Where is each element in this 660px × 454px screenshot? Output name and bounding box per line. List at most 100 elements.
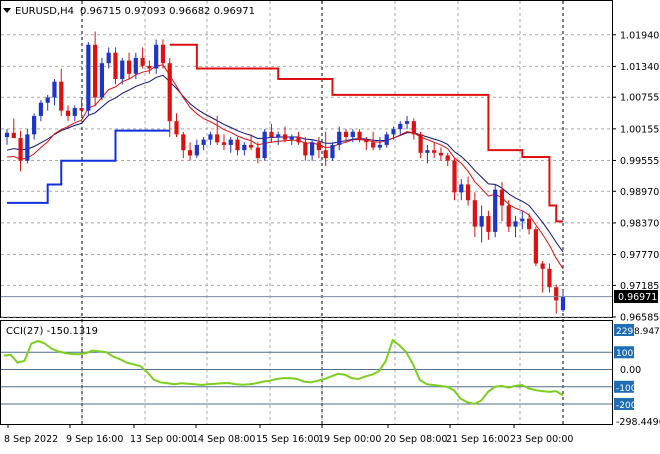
candle xyxy=(465,176,471,206)
time-tick-label: 9 Sep 16:00 xyxy=(66,434,123,445)
grid-layer xyxy=(1,1,612,424)
candle-body xyxy=(72,108,77,116)
candle xyxy=(459,179,464,201)
candle xyxy=(255,142,260,164)
price-tick-label: 1.01940 xyxy=(620,30,659,41)
candle-body xyxy=(282,134,288,140)
candle-body xyxy=(167,63,172,122)
candle xyxy=(194,139,199,159)
candle xyxy=(201,137,206,151)
candle xyxy=(560,290,566,312)
candle xyxy=(493,184,498,238)
candle xyxy=(377,137,383,151)
candle-body xyxy=(194,144,199,156)
candle-body xyxy=(18,138,23,161)
candle xyxy=(371,131,376,151)
candle-body xyxy=(418,134,423,153)
time-tick-label: 13 Sep 00:00 xyxy=(130,434,193,445)
candle-body xyxy=(472,200,477,227)
candle xyxy=(86,42,91,116)
candle xyxy=(147,60,152,74)
candle-body xyxy=(276,134,281,138)
candle xyxy=(452,158,457,201)
candle-body xyxy=(391,129,396,135)
candle xyxy=(52,79,57,106)
candle xyxy=(404,115,410,130)
cci-level-badge-label: -100 xyxy=(616,384,637,394)
candle-body xyxy=(215,134,220,143)
candle xyxy=(289,134,294,145)
candle-body xyxy=(133,57,138,74)
candle-body xyxy=(174,121,179,135)
candle-body xyxy=(242,144,247,151)
candle xyxy=(330,142,335,161)
candle-body xyxy=(147,65,152,69)
price-panel-frame xyxy=(0,0,613,318)
candle xyxy=(316,137,322,159)
candle xyxy=(187,142,193,161)
candle xyxy=(398,121,403,135)
candle xyxy=(520,210,525,230)
candle-body xyxy=(411,121,416,135)
candle-body xyxy=(303,142,308,156)
candle-body xyxy=(547,268,552,288)
candle-body xyxy=(398,123,403,130)
candle xyxy=(32,113,37,140)
candle xyxy=(25,129,30,164)
candle-body xyxy=(533,229,538,264)
candle xyxy=(310,139,315,161)
candle xyxy=(554,284,559,314)
cci-title: CCI(27) -150.1319 xyxy=(6,326,98,337)
candle-body xyxy=(106,52,111,64)
candle xyxy=(160,39,166,69)
candle-body xyxy=(310,142,315,156)
candle xyxy=(337,126,342,151)
candle xyxy=(269,123,274,143)
cci-level-badge-label: 229 xyxy=(616,327,633,337)
candle-body xyxy=(248,144,254,148)
candle xyxy=(4,129,10,145)
cci-max-label: 8.9476 xyxy=(634,327,660,337)
price-tick-label: 0.96585 xyxy=(620,313,659,324)
candle xyxy=(242,142,247,156)
price-tick-label: 1.00755 xyxy=(620,93,659,104)
candle-body xyxy=(350,131,355,138)
candle-body xyxy=(140,57,145,66)
candle-body xyxy=(208,134,213,140)
candle-body xyxy=(459,184,464,193)
candle xyxy=(93,31,98,106)
dropdown-arrow-icon[interactable] xyxy=(3,8,11,13)
cci-level-badge xyxy=(614,346,634,359)
candle xyxy=(438,147,444,161)
candle xyxy=(120,57,125,85)
price-tick-label: 0.98970 xyxy=(620,187,659,198)
candle-body xyxy=(160,44,166,64)
candle-body xyxy=(425,150,430,153)
price-tick-label: 0.99555 xyxy=(620,156,659,167)
candle xyxy=(472,192,477,238)
candle xyxy=(208,131,213,145)
price-tick-label: 1.00155 xyxy=(620,124,659,135)
candle-body xyxy=(296,137,301,143)
symbol-label: EURUSD,H4 xyxy=(15,6,74,17)
candle xyxy=(486,210,491,240)
price-tick-label: 1.01340 xyxy=(620,62,659,73)
candle xyxy=(343,129,349,143)
candle-body xyxy=(59,81,64,111)
candle xyxy=(506,200,511,232)
candle-body xyxy=(432,150,437,153)
candle-body xyxy=(201,139,206,145)
candle-body xyxy=(38,102,44,116)
candle xyxy=(174,113,179,138)
candle xyxy=(72,105,77,122)
candle-body xyxy=(452,160,457,193)
candle xyxy=(106,47,111,69)
time-tick-label: 23 Sep 00:00 xyxy=(510,434,573,445)
candle xyxy=(526,213,532,235)
candle xyxy=(133,52,138,80)
candle-body xyxy=(357,131,362,140)
candle xyxy=(357,129,362,143)
candle xyxy=(99,57,105,101)
